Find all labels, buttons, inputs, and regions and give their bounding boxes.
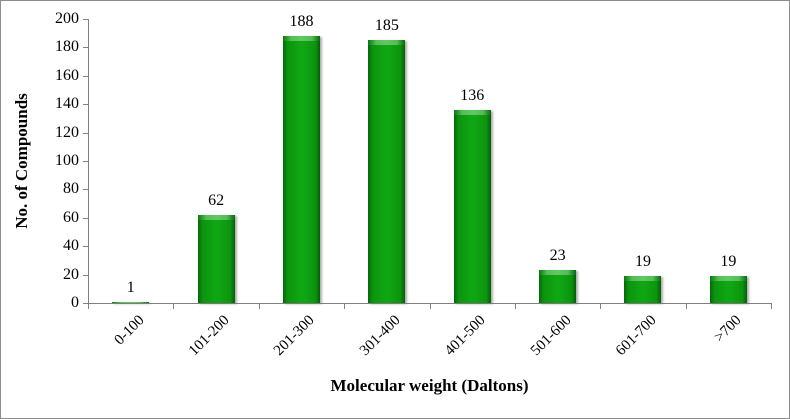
y-tick-mark (83, 75, 88, 77)
x-tick-mark (259, 304, 260, 309)
bar-value-label: 62 (208, 192, 225, 209)
bar (368, 40, 405, 303)
x-tick-mark (88, 304, 89, 309)
y-tick-label: 160 (55, 66, 79, 84)
x-label-cell: 301-400 (344, 312, 429, 373)
y-tick-mark (83, 189, 88, 191)
x-tick-mark (173, 304, 174, 309)
x-tick-mark (686, 304, 687, 309)
x-tick-label: 601-700 (612, 312, 660, 359)
x-tick-label: 301-400 (356, 312, 404, 359)
bar-value-label: 1 (126, 279, 135, 296)
bar (624, 276, 661, 303)
x-label-cell: >700 (686, 312, 771, 373)
y-tick-label: 60 (63, 208, 79, 226)
bar-value-label: 23 (549, 247, 566, 264)
x-tick-label: 201-300 (271, 312, 319, 359)
plot-area (88, 19, 772, 304)
x-tick-label: 101-200 (186, 312, 233, 359)
y-tick-label: 180 (55, 38, 79, 56)
y-tick-label: 40 (63, 237, 79, 255)
y-tick-label: 140 (55, 95, 79, 113)
x-label-cell: 401-500 (430, 312, 515, 373)
bar-value-label: 19 (634, 253, 651, 270)
y-tick-mark (83, 47, 88, 49)
x-tick-mark (600, 304, 601, 309)
bar (283, 36, 320, 303)
bar (454, 110, 491, 303)
y-tick-mark (83, 303, 88, 304)
y-tick-label: 20 (63, 265, 79, 283)
y-tick-mark (83, 246, 88, 248)
x-label-cell: 601-700 (600, 312, 685, 373)
x-tick-mark (344, 304, 345, 309)
y-tick-mark (83, 132, 88, 134)
y-tick-label: 0 (71, 294, 79, 311)
y-tick-mark (83, 274, 88, 276)
y-tick-label: 120 (55, 123, 79, 141)
x-label-cell: 501-600 (515, 312, 600, 373)
x-tick-label: >700 (711, 312, 745, 346)
bar (198, 215, 235, 303)
y-tick-label: 100 (55, 152, 79, 169)
x-tick-label: 501-600 (527, 312, 575, 359)
y-tick-label: 200 (55, 10, 79, 27)
x-tick-mark (430, 304, 431, 309)
bar-value-label: 188 (289, 13, 314, 30)
bar (539, 270, 576, 303)
y-tick-mark (83, 217, 88, 219)
x-tick-mark (515, 304, 516, 309)
bar-value-label: 19 (720, 253, 737, 270)
bar (710, 276, 747, 303)
x-label-cell: 101-200 (173, 312, 258, 373)
x-tick-label: 401-500 (442, 312, 489, 359)
y-tick-mark (83, 104, 88, 106)
x-tick-label: 0-100 (111, 312, 148, 349)
x-label-cell: 0-100 (88, 312, 173, 373)
y-tick-mark (83, 19, 88, 20)
x-axis-title: Molecular weight (Daltons) (330, 376, 529, 395)
y-axis-title: No. of Compounds (12, 93, 31, 229)
x-label-cell: 201-300 (259, 312, 344, 373)
bar-value-label: 185 (374, 17, 399, 34)
bar-value-label: 136 (460, 87, 485, 104)
y-tick-mark (83, 161, 88, 162)
y-tick-label: 80 (63, 180, 79, 198)
bar (112, 302, 149, 303)
x-tick-mark (771, 304, 772, 309)
